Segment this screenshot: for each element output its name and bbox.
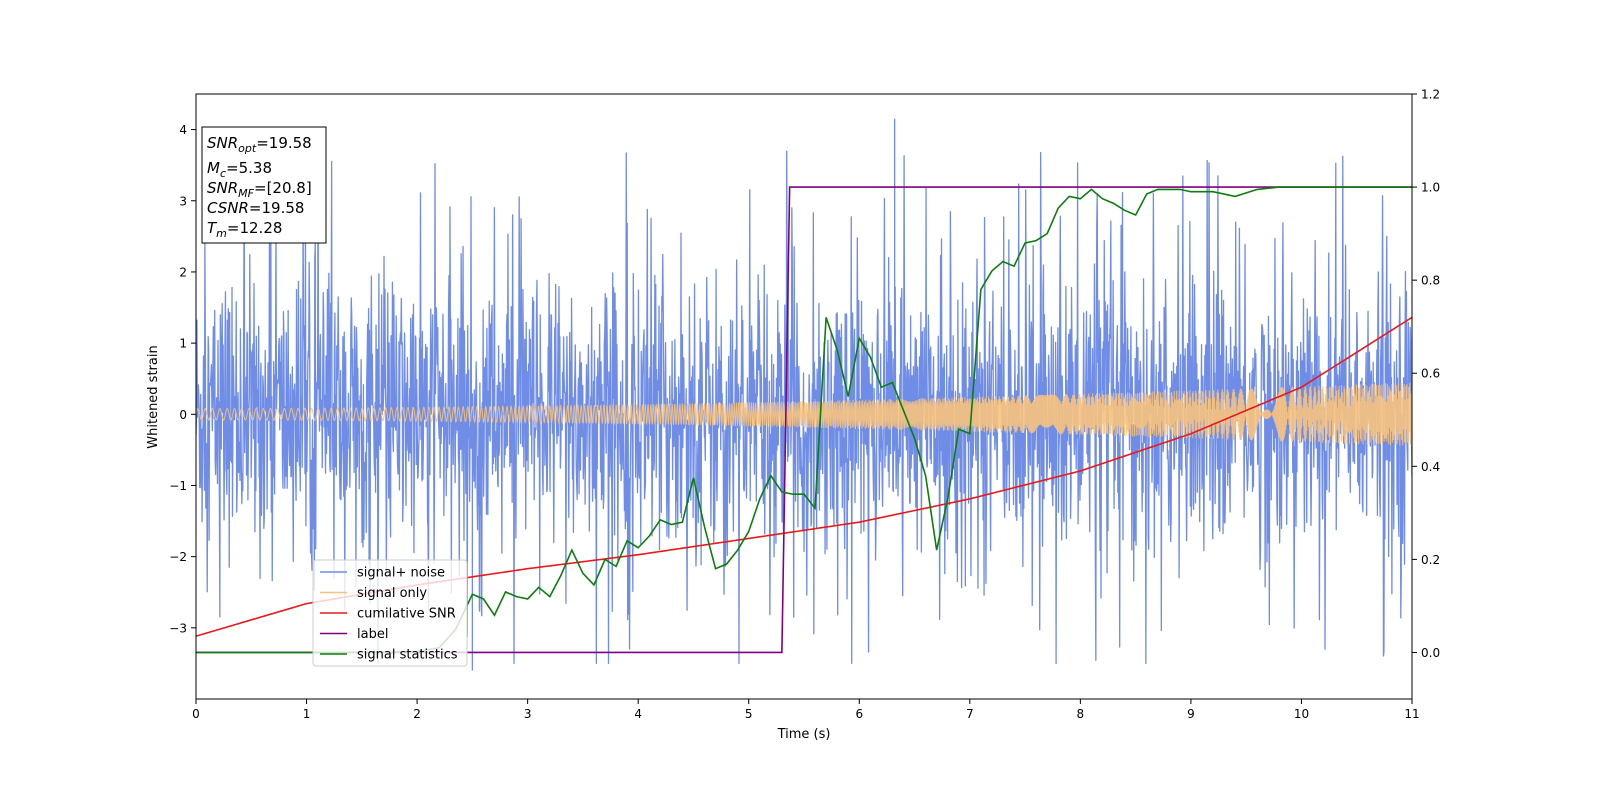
legend-signal-statistics-label: signal statistics: [357, 648, 458, 663]
legend-signal-plus-noise-label: signal+ noise: [357, 566, 445, 581]
x-tick-label: 6: [855, 707, 863, 721]
x-tick-label: 11: [1404, 707, 1419, 721]
y-axis-right: 0.0 0.2 0.4 0.6 0.8 1.0 1.2: [1412, 88, 1440, 660]
y-left-tick-label: 0: [179, 408, 187, 422]
y-left-tick-label: 1: [179, 337, 187, 351]
y-right-tick-label: 1.0: [1421, 181, 1440, 195]
y-left-tick-label: 2: [179, 265, 187, 279]
annotation-box: SNRopt=19.58 Mc=5.38 SNRMF=[20.8] CSNR=1…: [201, 126, 327, 244]
x-axis-label: Time (s): [777, 727, 831, 742]
y-right-tick-label: 1.2: [1421, 88, 1440, 102]
signal-statistics-series: [196, 186, 1412, 654]
y-left-tick-label: 3: [179, 194, 187, 208]
x-tick-label: 8: [1077, 707, 1085, 721]
annotation-chirp-mass: Mc=5.38: [207, 159, 272, 180]
y-left-tick-label: −1: [169, 479, 187, 493]
annotation-snr-mf: SNRMF=[20.8]: [207, 179, 312, 200]
x-tick-label: 10: [1294, 707, 1309, 721]
annotation-tm: Tm=12.28: [207, 219, 282, 240]
label-series: [196, 186, 1412, 654]
x-tick-label: 4: [634, 707, 642, 721]
y-right-tick-label: 0.8: [1421, 274, 1440, 288]
annotation-csnr: CSNR=19.58: [207, 199, 304, 217]
x-axis: 0 1 2 3 4 5 6 7 8 9 10 11: [192, 699, 1420, 721]
x-tick-label: 0: [192, 707, 200, 721]
y-axis-left: −3 −2 −1 0 1 2 3 4: [169, 123, 196, 635]
signal-only-series: [196, 382, 1412, 447]
x-tick-label: 3: [524, 707, 532, 721]
x-tick-label: 1: [303, 707, 311, 721]
annotation-snr-opt: SNRopt=19.58: [207, 134, 312, 155]
x-tick-label: 7: [966, 707, 974, 721]
x-tick-label: 2: [413, 707, 421, 721]
y-right-tick-label: 0.4: [1421, 460, 1440, 474]
y-right-tick-label: 0.0: [1421, 646, 1440, 660]
y-left-tick-label: −2: [169, 550, 187, 564]
legend-cumulative-snr-label: cumilative SNR: [357, 607, 456, 622]
signal-plus-noise-series: [196, 118, 1412, 671]
legend-signal-only-label: signal only: [357, 586, 427, 601]
y-right-tick-label: 0.2: [1421, 553, 1440, 567]
y-left-tick-label: 4: [179, 123, 187, 137]
y-left-tick-label: −3: [169, 621, 187, 635]
legend-label-label: label: [357, 627, 388, 642]
x-tick-label: 9: [1187, 707, 1195, 721]
plot-frame: [195, 93, 1413, 700]
y-axis-label: Whitened strain: [146, 345, 161, 448]
legend-frame: [312, 559, 468, 667]
annotation-frame: [201, 126, 327, 244]
y-right-tick-label: 0.6: [1421, 367, 1440, 381]
x-tick-label: 5: [745, 707, 753, 721]
legend: signal+ noise signal only cumilative SNR la…: [312, 559, 468, 667]
